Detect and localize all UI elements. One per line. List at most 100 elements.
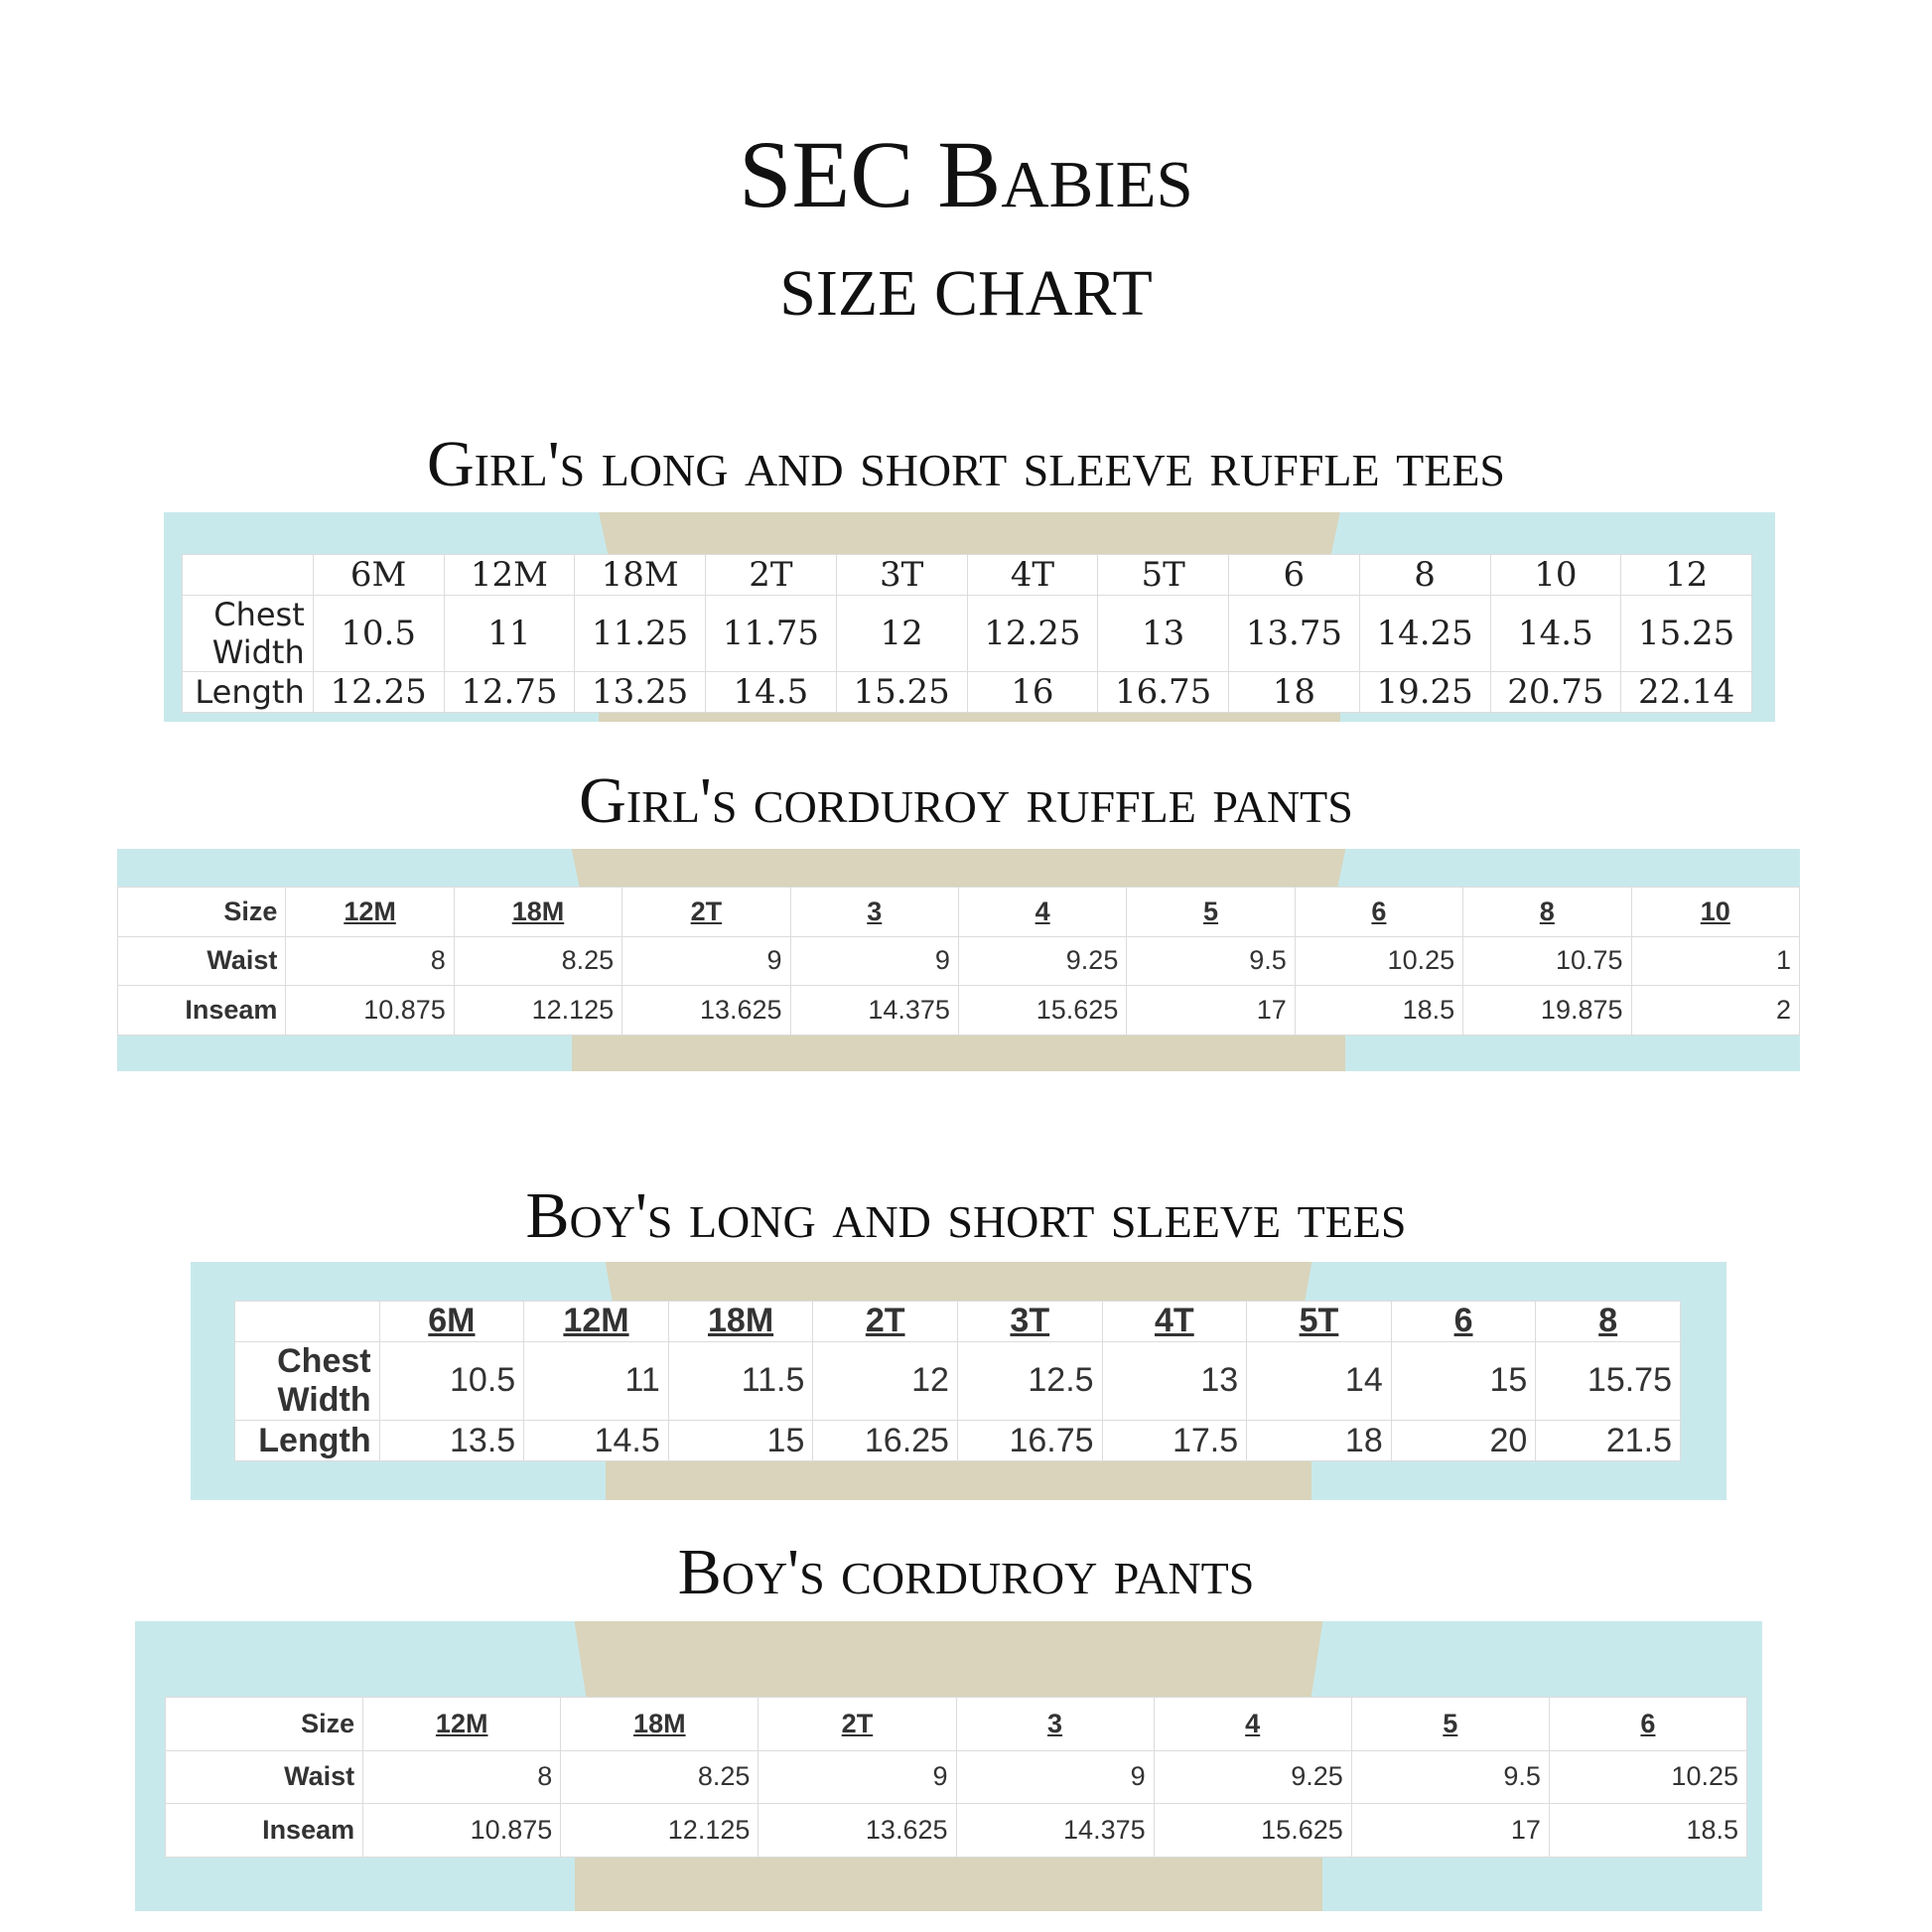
row-label: Length bbox=[182, 671, 314, 713]
table-cell: 8 bbox=[362, 1749, 562, 1805]
table-cell: 9.5 bbox=[1126, 935, 1296, 987]
section-heading-boys-pants: Boy's corduroy pants bbox=[677, 1536, 1255, 1608]
size-header: 12M bbox=[285, 887, 455, 937]
size-header: 4T bbox=[1101, 1301, 1248, 1342]
size-header: 10 bbox=[1630, 887, 1801, 937]
table-cell: 1 bbox=[1630, 935, 1801, 987]
table-cell: 14.375 bbox=[789, 985, 959, 1035]
row-label: Inseam bbox=[164, 1803, 364, 1858]
size-header: 6M bbox=[378, 1301, 525, 1342]
header-label: Size bbox=[116, 887, 287, 937]
table-cell: 13.625 bbox=[758, 1803, 957, 1858]
table-cell: 16.75 bbox=[1097, 671, 1229, 713]
table-row: Length 12.25 12.75 13.25 14.5 15.25 16 16.75 18 1… bbox=[182, 671, 1752, 713]
row-label: Length bbox=[234, 1420, 380, 1461]
size-header: 6 bbox=[1294, 887, 1464, 937]
table-cell: 12 bbox=[835, 595, 968, 672]
size-header: 3T bbox=[956, 1301, 1103, 1342]
table-row: Inseam 10.875 12.125 13.625 14.375 15.625 17 18… bbox=[164, 1803, 1748, 1858]
table-cell: 10.5 bbox=[312, 595, 445, 672]
row-label: Waist bbox=[164, 1749, 364, 1805]
table-cell: 15 bbox=[1390, 1340, 1537, 1422]
table-row: Chest Width 10.5 11 11.25 11.75 12 12.25 13 13.7… bbox=[182, 595, 1752, 672]
size-header: 2T bbox=[621, 887, 791, 937]
size-header: 6 bbox=[1548, 1697, 1748, 1751]
table-cell: 18.5 bbox=[1294, 985, 1464, 1035]
size-header: 2T bbox=[812, 1301, 958, 1342]
table-cell: 16.25 bbox=[812, 1420, 958, 1461]
row-label: Waist bbox=[116, 935, 287, 987]
table-cell: 9 bbox=[955, 1749, 1155, 1805]
size-header: 18M bbox=[560, 1697, 759, 1751]
size-header: 4 bbox=[1153, 1697, 1352, 1751]
row-label: Inseam bbox=[116, 985, 287, 1035]
size-header: 3T bbox=[835, 554, 968, 596]
size-header: 18M bbox=[574, 554, 706, 596]
table-cell: 9 bbox=[789, 935, 959, 987]
size-header: 3 bbox=[789, 887, 959, 937]
table-cell: 18.5 bbox=[1548, 1803, 1748, 1858]
table-cell: 14.5 bbox=[705, 671, 837, 713]
section-heading-girls-pants: Girl's corduroy ruffle pants bbox=[579, 764, 1353, 837]
table-cell: 8 bbox=[285, 935, 455, 987]
size-header: 5T bbox=[1097, 554, 1229, 596]
size-header: 4 bbox=[957, 887, 1128, 937]
table-cell: 13 bbox=[1101, 1340, 1248, 1422]
size-header: 12 bbox=[1620, 554, 1752, 596]
size-header: 3 bbox=[955, 1697, 1155, 1751]
table-cell: 10.75 bbox=[1462, 935, 1632, 987]
table-cell: 11.75 bbox=[705, 595, 837, 672]
table-cell: 14.375 bbox=[955, 1803, 1155, 1858]
table-cell: 13.25 bbox=[574, 671, 706, 713]
size-table-girls-pants: Size 12M 18M 2T 3 4 5 6 8 10 Waist 8 8.25 9 9 9.25 9.5 10… bbox=[116, 887, 1801, 1035]
table-cell: 20.75 bbox=[1489, 671, 1622, 713]
size-header: 2T bbox=[705, 554, 837, 596]
table-cell: 15.625 bbox=[957, 985, 1128, 1035]
size-header: 4T bbox=[966, 554, 1099, 596]
table-cell: 17 bbox=[1126, 985, 1296, 1035]
table-cell: 9 bbox=[758, 1749, 957, 1805]
table-cell: 15.625 bbox=[1153, 1803, 1352, 1858]
table-cell: 12.25 bbox=[312, 671, 445, 713]
header-label: Size bbox=[164, 1697, 364, 1751]
table-cell: 12.25 bbox=[966, 595, 1099, 672]
table-cell: 13.75 bbox=[1228, 595, 1360, 672]
table-row: Waist 8 8.25 9 9 9.25 9.5 10.25 bbox=[164, 1749, 1748, 1805]
table-cell: 13 bbox=[1097, 595, 1229, 672]
size-header: 12M bbox=[523, 1301, 669, 1342]
table-cell: 12.5 bbox=[956, 1340, 1103, 1422]
page-title: SEC Babies bbox=[739, 121, 1193, 227]
row-label: Chest Width bbox=[234, 1340, 380, 1422]
table-cell: 10.25 bbox=[1294, 935, 1464, 987]
table-cell: 15.75 bbox=[1535, 1340, 1681, 1422]
size-header: 10 bbox=[1489, 554, 1622, 596]
table-cell: 11 bbox=[443, 595, 576, 672]
table-cell: 2 bbox=[1630, 985, 1801, 1035]
table-cell: 14.25 bbox=[1358, 595, 1491, 672]
table-cell: 21.5 bbox=[1535, 1420, 1681, 1461]
table-cell: 18 bbox=[1246, 1420, 1392, 1461]
table-cell: 15.25 bbox=[835, 671, 968, 713]
table-cell: 10.875 bbox=[362, 1803, 562, 1858]
table-cell: 14.5 bbox=[523, 1420, 669, 1461]
table-row: Inseam 10.875 12.125 13.625 14.375 15.625 17 18… bbox=[116, 985, 1801, 1035]
table-cell: 9.25 bbox=[1153, 1749, 1352, 1805]
table-cell: 11.5 bbox=[667, 1340, 814, 1422]
size-table-girls-tees: 6M 12M 18M 2T 3T 4T 5T 6 8 10 12 Chest Width 10.5 11 1… bbox=[182, 554, 1752, 713]
table-cell: 10.875 bbox=[285, 985, 455, 1035]
table-row: Chest Width 10.5 11 11.5 12 12.5 13 14 15 15.75 bbox=[234, 1340, 1681, 1422]
table-cell: 19.875 bbox=[1462, 985, 1632, 1035]
size-header: 5T bbox=[1246, 1301, 1392, 1342]
table-cell: 17.5 bbox=[1101, 1420, 1248, 1461]
table-cell: 12.75 bbox=[443, 671, 576, 713]
table-cell: 18 bbox=[1228, 671, 1360, 713]
table-header-row: Size 12M 18M 2T 3 4 5 6 8 10 bbox=[116, 887, 1801, 937]
table-cell: 10.25 bbox=[1548, 1749, 1748, 1805]
table-cell: 13.5 bbox=[378, 1420, 525, 1461]
size-header: 8 bbox=[1462, 887, 1632, 937]
table-cell: 17 bbox=[1350, 1803, 1550, 1858]
table-header-row: Size 12M 18M 2T 3 4 5 6 bbox=[164, 1697, 1748, 1751]
header-label bbox=[234, 1301, 380, 1342]
size-table-boys-pants: Size 12M 18M 2T 3 4 5 6 Waist 8 8.25 9 9 9.25 9.5 10.25… bbox=[164, 1697, 1748, 1858]
size-header: 18M bbox=[667, 1301, 814, 1342]
